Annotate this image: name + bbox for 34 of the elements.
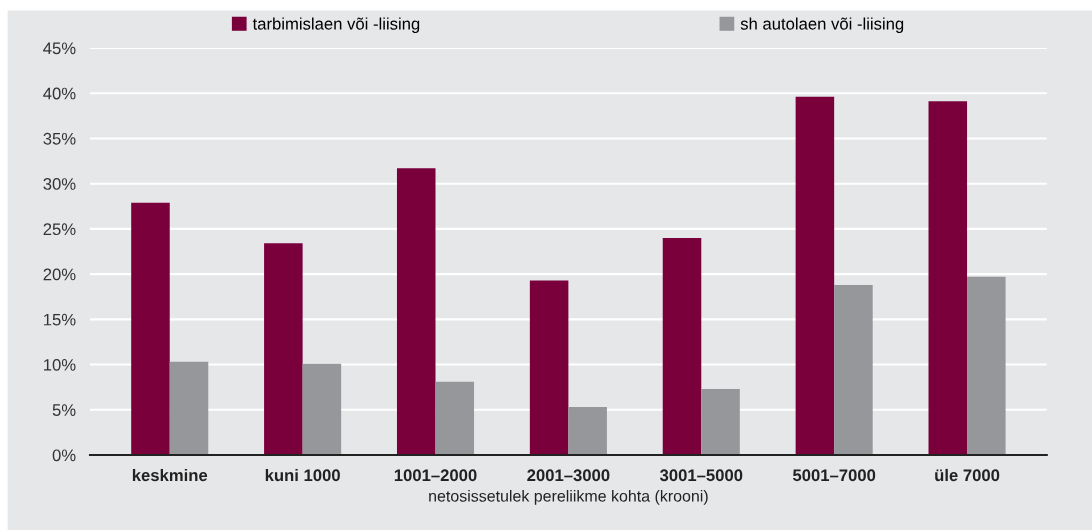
legend-label: tarbimislaen või -liising	[252, 17, 420, 33]
bar	[131, 202, 170, 455]
x-tick-label: keskmine	[132, 468, 208, 482]
bar	[701, 388, 740, 455]
x-tick-label: 1001–2000	[394, 469, 477, 482]
bar	[169, 361, 209, 455]
bar	[834, 284, 873, 455]
bar	[302, 363, 342, 455]
x-tick-label: üle 7000	[935, 468, 1000, 482]
x-tick-label: 3001–5000	[659, 469, 743, 482]
x-axis-title: netosissetulek pereliikme kohta (krooni)	[429, 489, 708, 505]
bar	[967, 276, 1006, 455]
y-tick-label: 40%	[43, 87, 76, 100]
y-tick-label: 35%	[43, 132, 76, 145]
y-tick-label: 30%	[43, 178, 76, 190]
y-tick-label: 5%	[52, 404, 76, 416]
bar	[396, 168, 436, 455]
bar	[529, 280, 569, 455]
y-tick-label: 45%	[43, 42, 76, 55]
legend-label: sh autolaen või -liising	[740, 17, 904, 33]
bar	[928, 101, 968, 455]
y-tick-label: 10%	[44, 358, 76, 371]
x-tick-label: 5001–7000	[792, 469, 876, 482]
y-tick-label: 20%	[43, 268, 76, 281]
y-tick-label: 0%	[52, 449, 76, 462]
bar	[795, 96, 835, 455]
x-tick-label: 2001–3000	[527, 469, 610, 482]
bar	[568, 407, 607, 455]
x-tick-label: kuni 1000	[265, 468, 340, 482]
bar	[264, 243, 303, 455]
y-tick-label: 15%	[44, 313, 76, 326]
bar	[662, 237, 702, 455]
y-tick-label: 25%	[43, 223, 76, 236]
bar	[435, 381, 475, 455]
